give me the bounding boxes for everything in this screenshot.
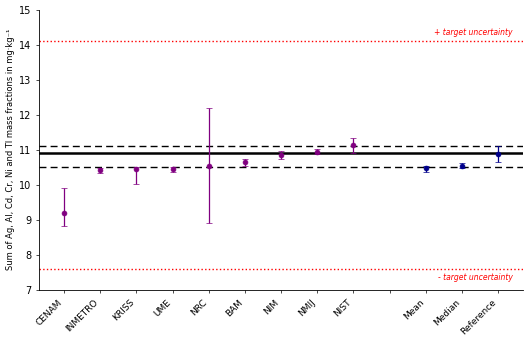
Text: - target uncertainty: - target uncertainty bbox=[437, 273, 513, 282]
Y-axis label: Sum of Ag, Al, Cd, Cr, Ni and Tl mass fractions in mg·kg⁻¹: Sum of Ag, Al, Cd, Cr, Ni and Tl mass fr… bbox=[6, 29, 15, 271]
Text: + target uncertainty: + target uncertainty bbox=[434, 28, 513, 37]
